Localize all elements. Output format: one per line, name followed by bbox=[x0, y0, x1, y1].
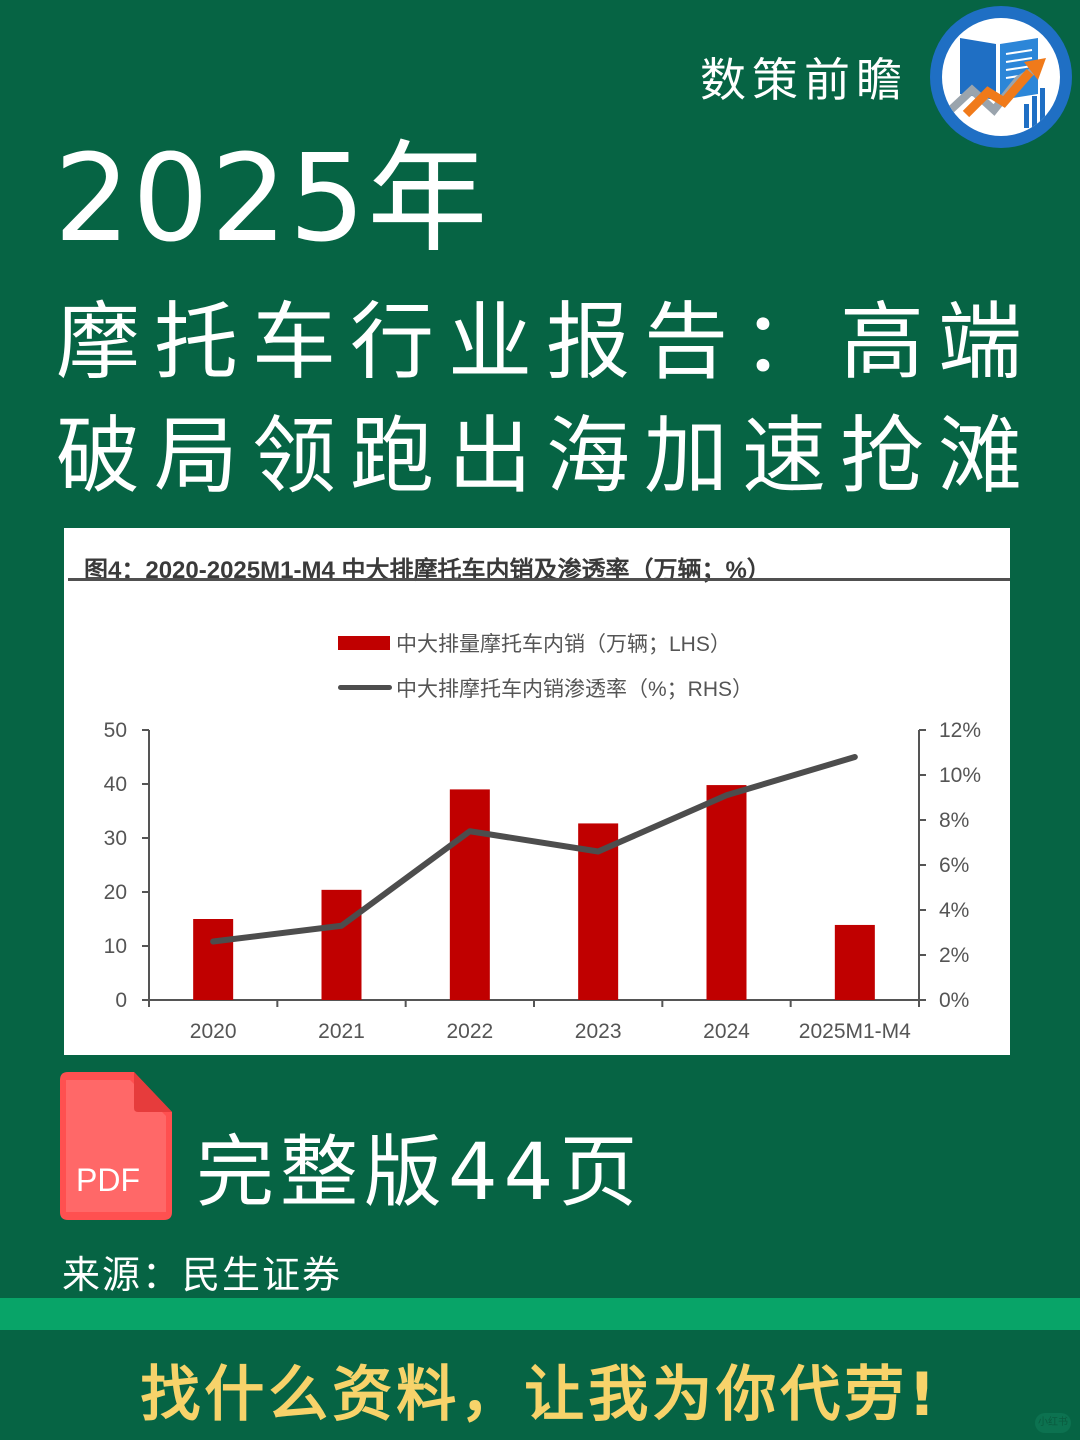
x-axis-category-label: 2022 bbox=[446, 1020, 493, 1043]
legend-bar-label: 中大排量摩托车内销（万辆；LHS） bbox=[396, 632, 731, 656]
report-year: 2025年 bbox=[54, 130, 490, 269]
right-axis-tick-label: 8% bbox=[939, 809, 969, 832]
combo-chart-plot: 0 10 20 30 40 50 0% 2% 4% 6% 8% 10% 12% 2020 2021 2022 2… bbox=[104, 719, 981, 1043]
chart-card: 图4：2020-2025M1-M4 中大排摩托车内销及渗透率（万辆；%） 中大排… bbox=[64, 528, 1010, 1055]
left-axis-tick-label: 20 bbox=[104, 881, 127, 904]
right-axis-tick-label: 0% bbox=[939, 989, 969, 1012]
x-axis-category-label: 2025M1-M4 bbox=[799, 1020, 911, 1043]
bar-2021 bbox=[321, 889, 362, 1000]
left-axis-tick-label: 10 bbox=[104, 935, 127, 958]
brand-name: 数策前瞻 bbox=[700, 53, 908, 107]
pdf-icon-label: PDF bbox=[76, 1162, 140, 1198]
legend-line-label: 中大排摩托车内销渗透率（%；RHS） bbox=[396, 677, 754, 701]
left-axis-tick-label: 30 bbox=[104, 827, 127, 850]
book-growth-chart-logo-icon bbox=[930, 6, 1072, 148]
source-credit: 来源：民生证券 bbox=[62, 1253, 343, 1297]
pdf-file-icon bbox=[60, 1072, 172, 1220]
chart-legend: 中大排量摩托车内销（万辆；LHS） 中大排摩托车内销渗透率（%；RHS） bbox=[338, 620, 753, 710]
x-axis-category-label: 2021 bbox=[318, 1020, 365, 1043]
left-axis-tick-label: 50 bbox=[104, 719, 127, 742]
left-axis-tick-label: 40 bbox=[104, 773, 127, 796]
x-axis-category-label: 2020 bbox=[190, 1020, 237, 1043]
penetration-rate-line bbox=[210, 754, 858, 945]
report-title-line-2: 破局领跑出海加速抢滩 bbox=[56, 407, 1037, 505]
right-axis-tick-label: 6% bbox=[939, 854, 969, 877]
legend-bar-swatch bbox=[338, 635, 390, 650]
left-axis-tick-label: 0 bbox=[115, 989, 127, 1012]
full-version-pages: 完整版44页 bbox=[196, 1128, 644, 1218]
x-axis-category-label: 2024 bbox=[703, 1020, 750, 1043]
right-axis-tick-label: 12% bbox=[939, 719, 981, 742]
report-title-line-1: 摩托车行业报告：高端 bbox=[56, 293, 1037, 391]
accent-stripe bbox=[0, 1298, 1080, 1330]
right-axis-tick-label: 2% bbox=[939, 944, 969, 967]
right-axis-tick-label: 10% bbox=[939, 764, 981, 787]
legend-line-swatch bbox=[338, 685, 392, 690]
bar-2025M1-M4 bbox=[834, 924, 875, 1000]
bar-2020 bbox=[193, 919, 234, 1000]
legend-item-bar: 中大排量摩托车内销（万辆；LHS） bbox=[338, 620, 753, 665]
right-axis-tick-label: 4% bbox=[939, 899, 969, 922]
bar-2024 bbox=[706, 785, 747, 1000]
legend-item-line: 中大排摩托车内销渗透率（%；RHS） bbox=[338, 665, 753, 710]
x-axis-category-label: 2023 bbox=[575, 1020, 622, 1043]
watermark-badge: 小红书 bbox=[1035, 1413, 1071, 1433]
chart-title-divider bbox=[68, 578, 1010, 581]
bar-2022 bbox=[449, 789, 490, 1000]
cta-banner-text: 找什么资料，让我为你代劳! bbox=[140, 1360, 940, 1430]
